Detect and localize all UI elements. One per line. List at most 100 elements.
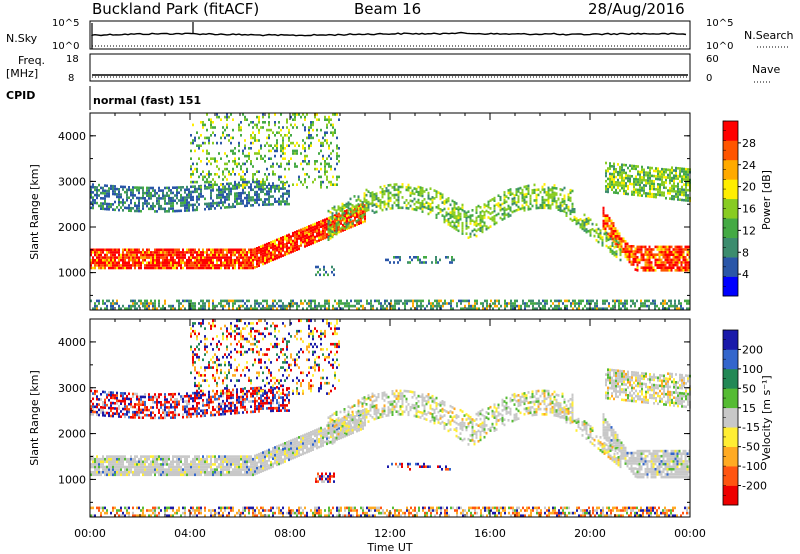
echo-cell (328, 147, 330, 150)
echo-cell (684, 248, 687, 251)
echo-cell (391, 206, 394, 210)
echo-cell (162, 266, 164, 270)
echo-cell (375, 205, 378, 208)
echo-cell (194, 149, 196, 153)
power-heatmap (90, 113, 691, 310)
echo-cell (244, 256, 246, 259)
echo-cell (292, 299, 294, 303)
echo-cell (228, 261, 230, 265)
echo-cell (232, 299, 234, 303)
echo-cell (320, 128, 322, 132)
echo-cell (220, 157, 222, 160)
echo-cell (432, 307, 434, 310)
echo-cell (547, 197, 550, 200)
echo-cell (379, 204, 382, 207)
echo-cell (206, 468, 208, 471)
echo-cell (126, 470, 128, 474)
echo-cell (220, 118, 222, 121)
echo-cell (446, 302, 448, 305)
echo-cell (414, 299, 416, 303)
echo-cell (557, 208, 560, 211)
echo-cell (212, 304, 214, 308)
echo-cell (142, 207, 144, 210)
echo-cell (210, 207, 212, 210)
echo-cell (270, 243, 272, 247)
echo-cell (685, 178, 687, 181)
echo-cell (148, 202, 150, 205)
echo-cell (636, 263, 639, 267)
echo-cell (385, 189, 388, 193)
echo-cell (144, 457, 146, 461)
echo-cell (646, 299, 648, 303)
echo-cell (322, 219, 324, 222)
echo-cell (375, 210, 378, 214)
echo-cell (144, 304, 146, 308)
echo-cell (439, 192, 442, 195)
echo-cell (326, 131, 328, 134)
echo-cell (122, 465, 124, 469)
echo-cell (132, 264, 134, 267)
echo-cell (650, 261, 653, 264)
echo-cell (154, 191, 156, 195)
echo-cell (327, 220, 330, 223)
echo-cell (110, 205, 112, 209)
echo-cell (665, 186, 667, 190)
echo-cell (252, 131, 254, 134)
echo-cell (208, 173, 210, 176)
echo-cell (190, 253, 192, 257)
echo-cell (585, 223, 588, 226)
echo-cell (312, 231, 314, 234)
echo-cell (184, 457, 186, 461)
echo-cell (172, 266, 174, 270)
echo-cell (316, 221, 318, 225)
echo-cell (210, 134, 212, 137)
echo-cell (108, 460, 110, 464)
echo-cell (342, 307, 344, 310)
echo-cell (286, 118, 288, 121)
echo-cell (344, 210, 346, 213)
echo-cell (683, 188, 685, 192)
echo-cell (654, 245, 657, 249)
echo-cell (146, 460, 148, 464)
echo-cell (242, 175, 244, 179)
echo-cell (248, 147, 250, 150)
echo-cell (612, 222, 615, 225)
echo-cell (206, 202, 208, 206)
echo-cell (634, 257, 637, 261)
echo-cell (248, 152, 250, 155)
echo-cell (122, 203, 124, 207)
echo-cell (190, 256, 192, 259)
echo-cell (284, 175, 286, 179)
echo-cell (478, 307, 480, 310)
echo-cell (122, 264, 124, 267)
echo-cell (514, 304, 516, 308)
echo-cell (640, 248, 643, 251)
echo-cell (417, 201, 420, 204)
echo-cell (236, 465, 238, 469)
echo-cell (194, 468, 196, 471)
echo-cell (264, 261, 266, 265)
echo-cell (218, 167, 220, 171)
echo-cell (158, 264, 160, 267)
echo-cell (232, 152, 234, 155)
echo-cell (136, 196, 138, 200)
echo-cell (118, 307, 120, 310)
echo-cell (288, 189, 290, 193)
echo-cell (124, 258, 126, 262)
echo-cell (222, 178, 224, 181)
echo-cell (140, 457, 142, 461)
echo-cell (363, 213, 366, 216)
echo-cell (228, 304, 230, 308)
echo-cell (374, 299, 376, 303)
echo-cell (112, 299, 114, 303)
echo-cell (662, 245, 665, 249)
echo-cell (90, 465, 92, 469)
echo-cell (619, 250, 622, 254)
echo-cell (685, 180, 687, 184)
echo-cell (152, 307, 154, 310)
echo-cell (650, 302, 652, 305)
echo-cell (389, 183, 392, 187)
echo-cell (646, 269, 649, 272)
echo-cell (156, 307, 158, 310)
echo-cell (338, 160, 340, 163)
